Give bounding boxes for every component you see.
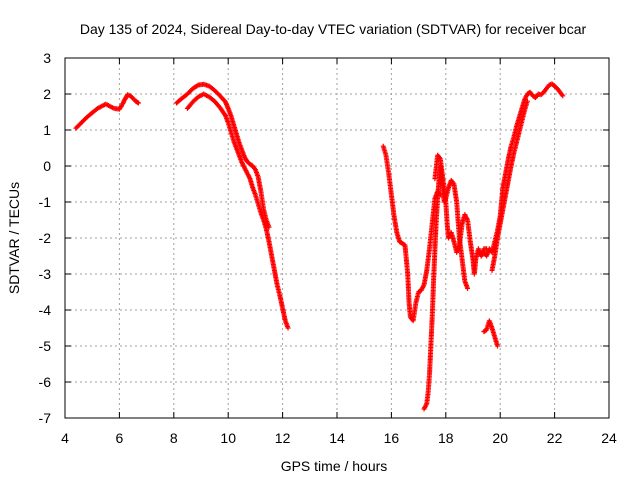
y-tick-label: 1 xyxy=(43,122,51,138)
x-axis-label: GPS time / hours xyxy=(281,458,388,474)
x-tick-label: 22 xyxy=(547,430,563,446)
data-point xyxy=(465,285,471,291)
series-early xyxy=(73,92,141,131)
series-afternoon-a xyxy=(380,143,443,324)
x-axis-ticks: 4 6 8 10 12 14 16 18 20 22 24 xyxy=(61,58,617,446)
series-afternoon-d xyxy=(481,318,500,349)
y-tick-label: 3 xyxy=(43,50,51,66)
y-tick-label: 0 xyxy=(43,158,51,174)
x-tick-label: 14 xyxy=(329,430,345,446)
x-tick-label: 4 xyxy=(61,430,69,446)
series-morning-upper xyxy=(174,81,272,230)
y-tick-label: -6 xyxy=(39,374,52,390)
data-point xyxy=(285,325,291,331)
y-tick-label: -5 xyxy=(39,338,52,354)
y-axis-label: SDTVAR / TECUs xyxy=(6,182,22,294)
chart-title: Day 135 of 2024, Sidereal Day-to-day VTE… xyxy=(80,21,587,37)
data-points xyxy=(73,81,566,412)
x-tick-label: 20 xyxy=(492,430,508,446)
x-tick-label: 6 xyxy=(116,430,124,446)
plot-frame xyxy=(64,57,610,419)
x-tick-label: 16 xyxy=(384,430,400,446)
y-tick-label: -7 xyxy=(39,410,52,426)
data-point xyxy=(560,93,566,99)
series-afternoon-b xyxy=(421,163,471,412)
y-tick-label: -4 xyxy=(39,302,52,318)
x-tick-label: 12 xyxy=(275,430,291,446)
series-morning-lower xyxy=(184,91,291,331)
x-tick-label: 10 xyxy=(220,430,236,446)
series-evening-lower xyxy=(489,98,530,273)
x-tick-label: 18 xyxy=(438,430,454,446)
series-evening xyxy=(478,81,566,259)
y-tick-label: -1 xyxy=(39,194,52,210)
x-tick-label: 24 xyxy=(601,430,617,446)
data-point xyxy=(524,98,530,104)
x-tick-label: 8 xyxy=(170,430,178,446)
data-point xyxy=(494,343,500,349)
y-tick-label: 2 xyxy=(43,86,51,102)
data-point xyxy=(135,100,141,106)
series-afternoon-c xyxy=(432,152,490,277)
y-tick-label: -3 xyxy=(39,266,52,282)
y-tick-label: -2 xyxy=(39,230,52,246)
grid-lines xyxy=(65,58,609,418)
